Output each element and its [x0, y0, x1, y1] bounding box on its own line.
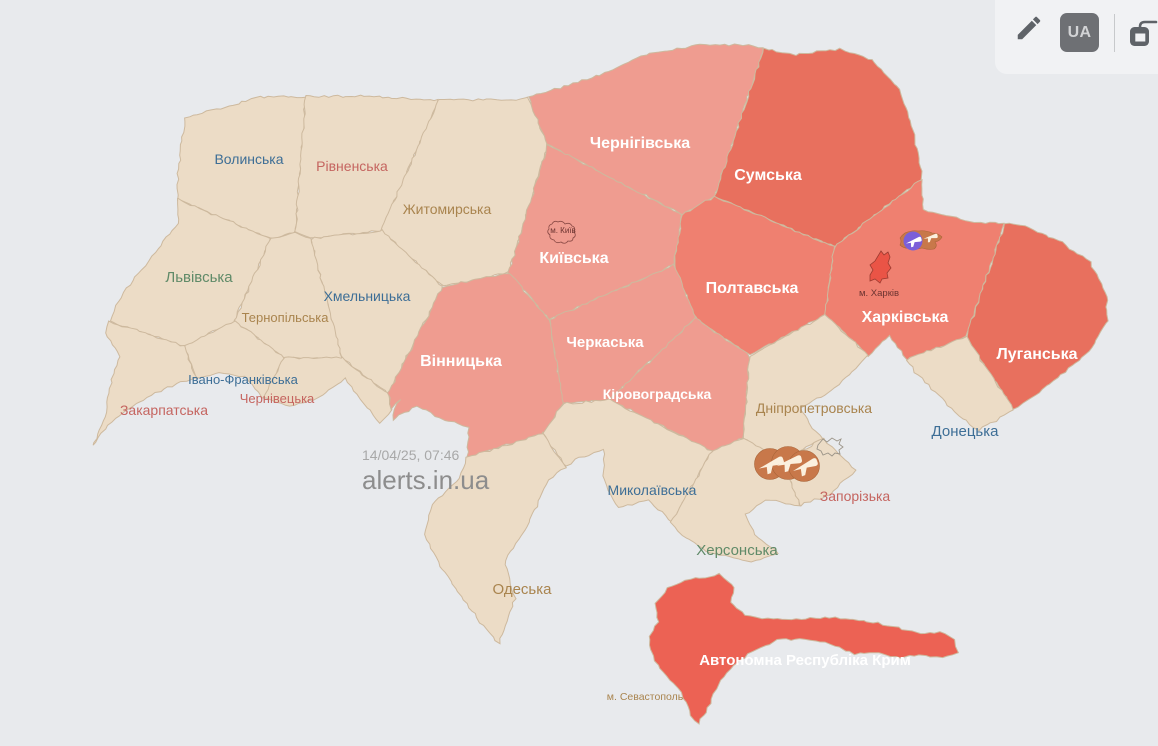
- svg-text:Чернігівська: Чернігівська: [590, 135, 690, 152]
- svg-text:Полтавська: Полтавська: [706, 280, 799, 297]
- svg-text:Миколаївська: Миколаївська: [608, 482, 697, 498]
- svg-text:Черкаська: Черкаська: [566, 334, 644, 351]
- svg-text:Волинська: Волинська: [214, 151, 283, 167]
- svg-text:Житомирська: Житомирська: [403, 201, 492, 217]
- svg-text:Кіровоградська: Кіровоградська: [603, 386, 712, 402]
- svg-text:Харківська: Харківська: [862, 309, 949, 326]
- svg-text:Донецька: Донецька: [932, 423, 1000, 440]
- svg-text:м. Севастополь: м. Севастополь: [607, 691, 684, 703]
- svg-text:Автономна Республіка Крим: Автономна Республіка Крим: [699, 652, 911, 669]
- svg-text:Львівська: Львівська: [165, 269, 233, 286]
- svg-text:Івано-Франківська: Івано-Франківська: [188, 372, 298, 387]
- svg-text:Вінницька: Вінницька: [420, 353, 502, 370]
- svg-text:Хмельницька: Хмельницька: [324, 288, 411, 304]
- svg-text:Луганська: Луганська: [997, 346, 1078, 363]
- svg-text:Херсонська: Херсонська: [696, 542, 778, 559]
- svg-text:Київська: Київська: [539, 250, 608, 267]
- svg-text:Тернопільська: Тернопільська: [242, 310, 330, 325]
- svg-text:м. Харків: м. Харків: [859, 288, 899, 299]
- svg-text:Одеська: Одеська: [493, 581, 553, 598]
- svg-text:Запорізька: Запорізька: [820, 488, 891, 504]
- svg-text:Чернівецька: Чернівецька: [240, 391, 315, 406]
- svg-text:Рівненська: Рівненська: [316, 158, 388, 174]
- svg-text:Закарпатська: Закарпатська: [120, 402, 208, 418]
- svg-text:Сумська: Сумська: [734, 167, 802, 184]
- svg-text:Дніпропетровська: Дніпропетровська: [756, 400, 872, 416]
- svg-text:м. Київ: м. Київ: [550, 226, 576, 235]
